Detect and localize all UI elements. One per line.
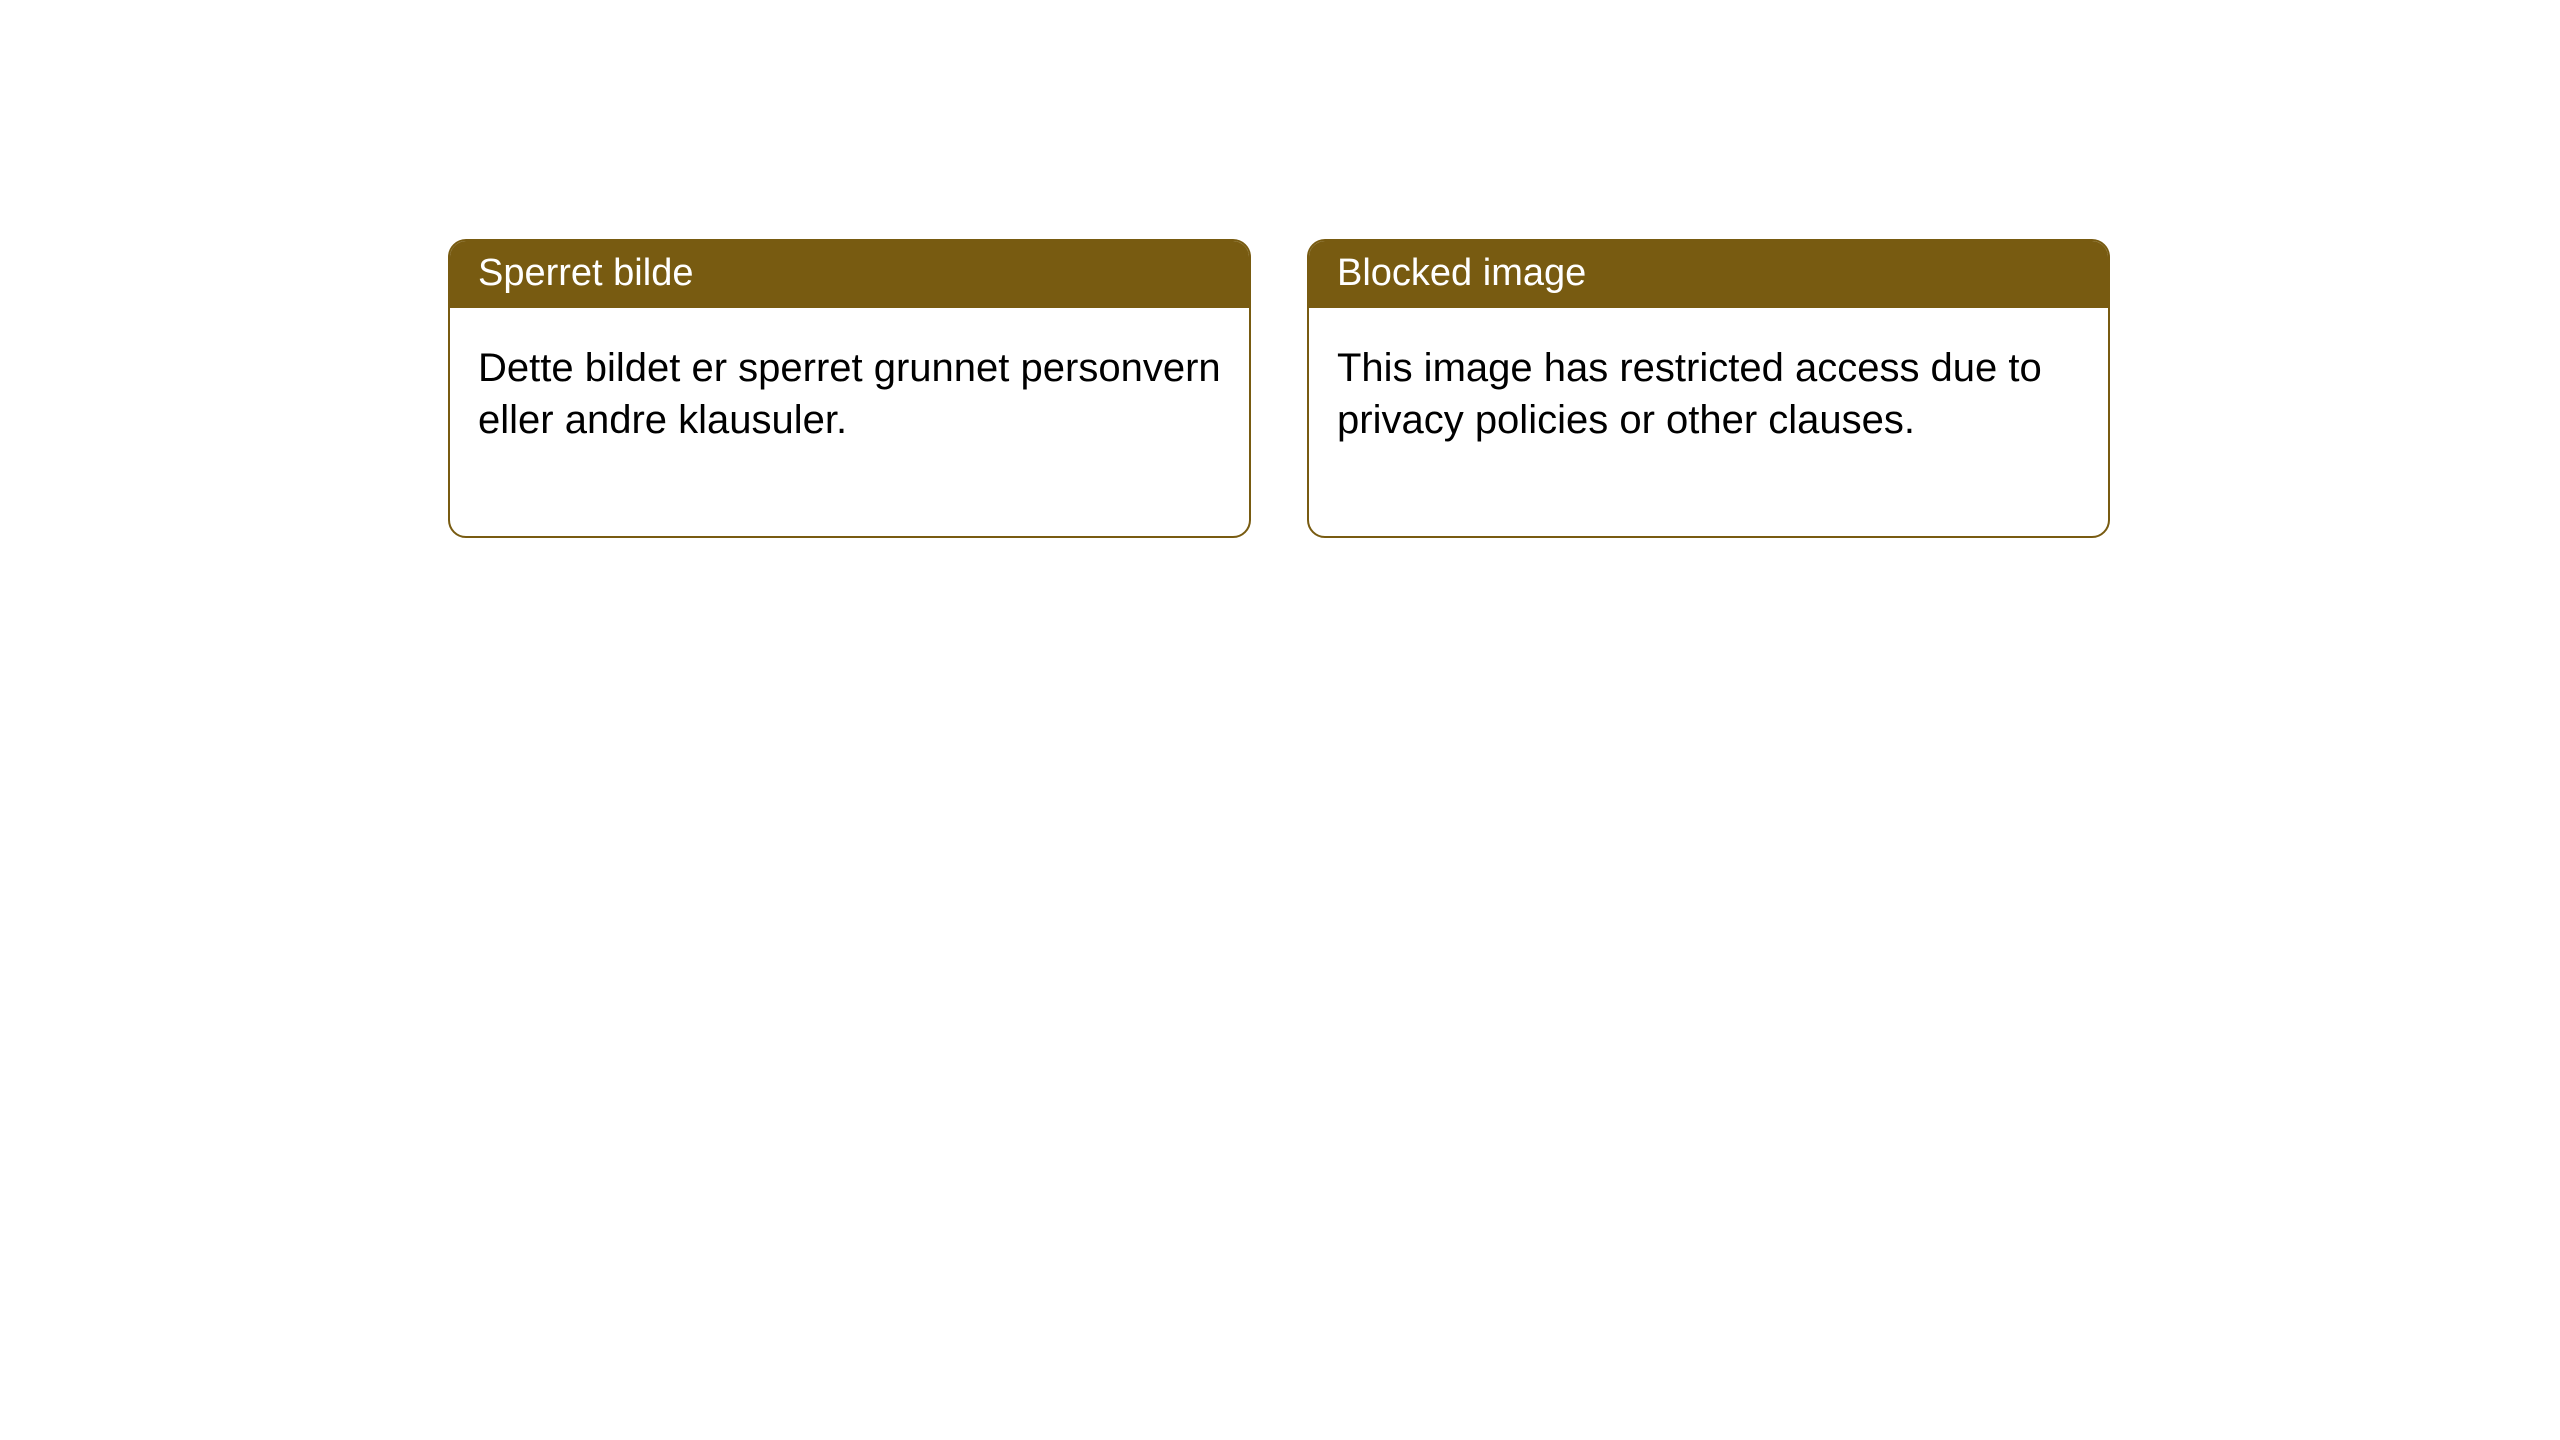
notice-header: Sperret bilde xyxy=(450,241,1249,308)
notice-container: Sperret bilde Dette bildet er sperret gr… xyxy=(448,239,2110,538)
notice-body: This image has restricted access due to … xyxy=(1309,308,2108,536)
notice-header: Blocked image xyxy=(1309,241,2108,308)
notice-box-english: Blocked image This image has restricted … xyxy=(1307,239,2110,538)
notice-box-norwegian: Sperret bilde Dette bildet er sperret gr… xyxy=(448,239,1251,538)
notice-body: Dette bildet er sperret grunnet personve… xyxy=(450,308,1249,536)
